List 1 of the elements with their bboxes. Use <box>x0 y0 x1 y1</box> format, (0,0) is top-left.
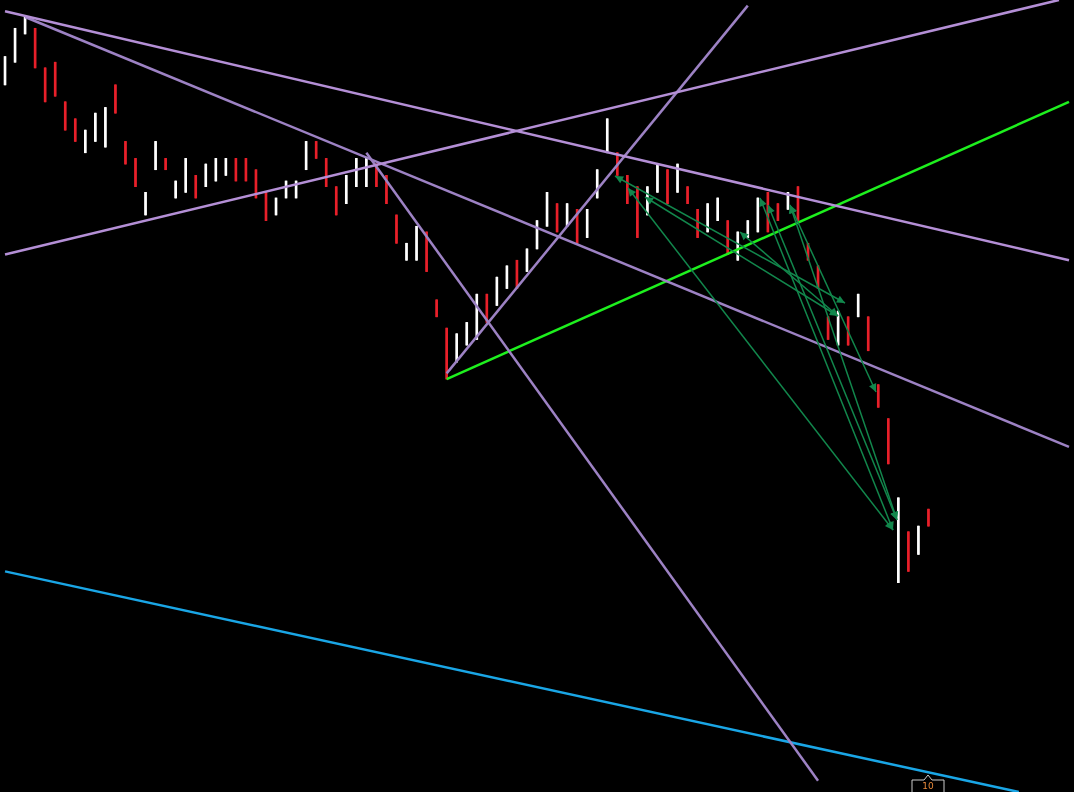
text: 10 <box>922 780 934 791</box>
